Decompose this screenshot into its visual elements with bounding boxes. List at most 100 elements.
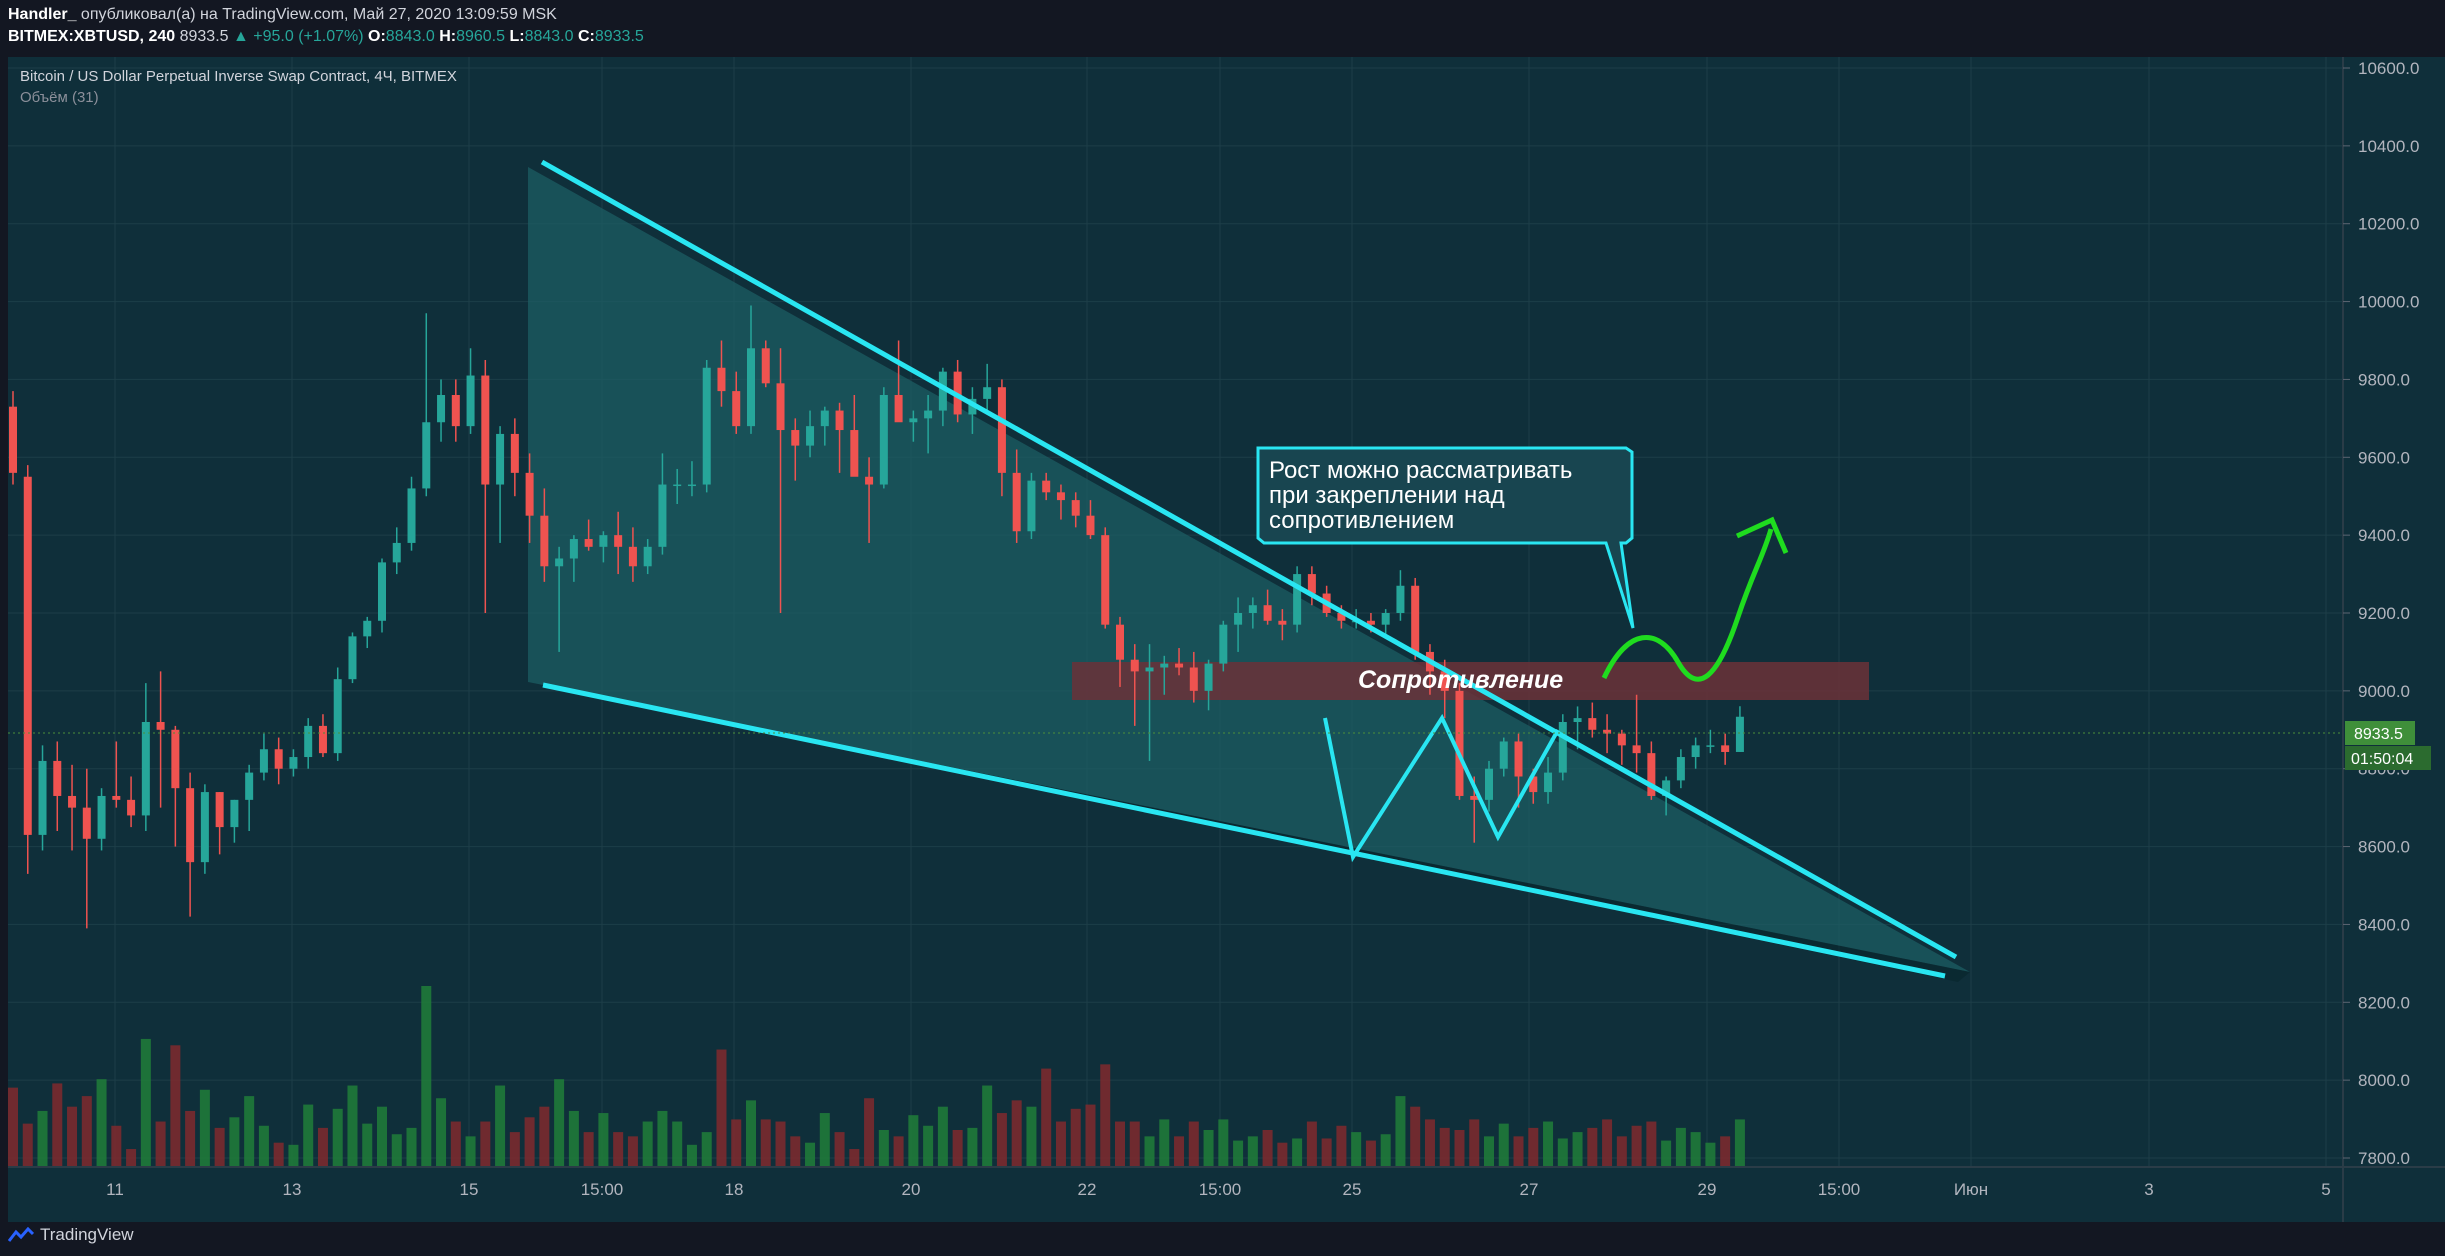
volume-bar <box>391 1134 402 1166</box>
volume-bar <box>347 1085 358 1166</box>
volume-bar <box>627 1136 638 1166</box>
callout-line-3: сопротивлением <box>1269 507 1454 534</box>
volume-bar <box>1690 1132 1701 1166</box>
candle-body <box>1662 780 1671 796</box>
volume-bar <box>1336 1125 1347 1166</box>
volume-bar <box>229 1117 240 1166</box>
time-tick-label: 15:00 <box>1818 1180 1861 1199</box>
time-tick-label: 18 <box>725 1180 744 1199</box>
candle-body <box>1617 733 1626 746</box>
volume-bar <box>1734 1119 1745 1166</box>
candle-body <box>1160 663 1169 668</box>
lower-trendline[interactable] <box>542 682 1946 979</box>
chart-container[interactable]: Рост можно рассматривать при закреплении… <box>8 57 2445 1222</box>
tradingview-logo[interactable]: TradingView <box>8 1225 134 1245</box>
time-tick-label: 29 <box>1698 1180 1717 1199</box>
candle-body <box>599 535 608 547</box>
candle-body <box>437 395 446 423</box>
volume-bar <box>805 1142 816 1166</box>
open-value: 8843.0 <box>385 28 435 45</box>
volume-bar <box>450 1121 461 1166</box>
volume-bar <box>878 1130 889 1166</box>
volume-bar <box>480 1121 491 1166</box>
candle-body <box>156 722 165 730</box>
candle-body <box>776 383 785 431</box>
volume-bar <box>746 1100 756 1166</box>
candle-body <box>806 426 815 446</box>
volume-bar <box>937 1106 948 1166</box>
last-price-tag <box>2345 721 2415 745</box>
price-tick-label: 8600.0 <box>2358 838 2410 857</box>
candle-body <box>1130 659 1139 672</box>
volume-bar <box>1424 1119 1435 1166</box>
volume-bar <box>864 1098 875 1166</box>
volume-bar <box>1528 1127 1539 1166</box>
time-tick-label: 20 <box>902 1180 921 1199</box>
candle-body <box>1101 535 1110 625</box>
close-label: C: <box>577 28 595 45</box>
candle-body <box>687 484 696 487</box>
author[interactable]: Handler_ <box>8 6 77 23</box>
candle-body <box>245 772 254 800</box>
time-tick-label: Июн <box>1954 1180 1988 1199</box>
volume-bar <box>244 1096 255 1166</box>
upper-trendline[interactable] <box>540 159 1958 960</box>
header-bar: Handler_ опубликовал(а) на TradingView.c… <box>0 0 2445 54</box>
candle-body <box>924 410 933 419</box>
candle-body <box>1603 729 1612 734</box>
candle-body <box>68 795 77 808</box>
volume-bar <box>1159 1119 1170 1166</box>
candle-body <box>348 636 357 680</box>
volume-bar <box>657 1110 668 1166</box>
high-label: H: <box>439 28 457 45</box>
volume-bar <box>1587 1127 1598 1166</box>
time-axis[interactable]: 11 13 15 15:00 18 20 22 15:00 25 27 29 15:00 Июн 3 5 <box>106 1180 2331 1199</box>
low-value: 8843.0 <box>524 28 574 45</box>
price-tick-label: 8000.0 <box>2358 1071 2410 1090</box>
volume-bar <box>642 1121 653 1166</box>
volume-bar <box>834 1132 845 1166</box>
volume-bar <box>731 1119 742 1166</box>
last-price: 8933.5 <box>179 28 229 45</box>
candle-body <box>1411 585 1420 652</box>
candle-body <box>1529 776 1538 793</box>
volume-bar <box>1469 1119 1480 1166</box>
volume-bar <box>1395 1096 1406 1166</box>
candle-body <box>1012 472 1021 532</box>
candle-body <box>820 410 829 427</box>
candle-body <box>392 542 401 563</box>
volume-bar <box>185 1110 196 1166</box>
ohlc-line: BITMEX:XBTUSD, 240 8933.5 ▲ +95.0 (+1.07… <box>8 28 644 46</box>
w-pattern-line[interactable] <box>1323 713 1560 863</box>
candle-body <box>1189 667 1198 691</box>
time-tick-label: 11 <box>106 1180 124 1199</box>
candle-body <box>569 539 578 559</box>
volume-bar <box>775 1121 786 1166</box>
candle-body <box>230 799 239 828</box>
candle-body <box>1278 620 1287 625</box>
time-tick-label: 22 <box>1078 1180 1097 1199</box>
volume-bar <box>1218 1119 1229 1166</box>
time-tick-label: 15:00 <box>1199 1180 1242 1199</box>
wedge-fill <box>528 167 1970 972</box>
volume-bar <box>1646 1121 1657 1166</box>
growth-arrow-path[interactable] <box>1601 528 1774 682</box>
price-axis[interactable]: 10600.0 10400.0 10200.0 10000.0 9800.0 9600.0… <box>2343 59 2419 1168</box>
candle-body <box>894 395 903 423</box>
callout-box[interactable] <box>1256 446 1635 629</box>
volume-bar <box>170 1045 181 1166</box>
price-tick-label: 10600.0 <box>2358 59 2419 78</box>
volume-bar <box>1484 1136 1494 1166</box>
candle-body <box>112 795 121 800</box>
candle-body <box>333 679 342 754</box>
price-tick-label: 9000.0 <box>2358 682 2410 701</box>
candle-body <box>200 792 209 863</box>
price-chart[interactable]: Рост можно рассматривать при закреплении… <box>8 57 2445 1222</box>
candle-body <box>835 410 844 431</box>
candle-body <box>879 395 888 485</box>
candle-body <box>525 472 534 516</box>
candle-body <box>732 391 741 427</box>
volume-bar <box>214 1127 225 1166</box>
callout-line-2: при закреплении над <box>1269 482 1505 509</box>
candle-body <box>1056 492 1065 501</box>
